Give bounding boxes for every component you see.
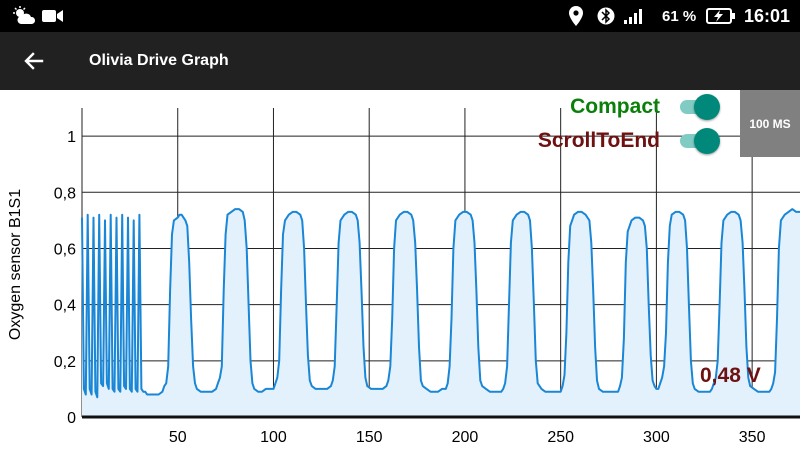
x-axis-ticks: 50 100 150 200 250 300 350 — [169, 429, 766, 446]
y-tick-label: 1 — [67, 129, 76, 146]
x-tick-label: 50 — [169, 429, 187, 446]
compact-switch[interactable] — [678, 94, 720, 120]
battery-charging-icon — [706, 0, 736, 32]
weather-sun-cloud-icon — [12, 0, 38, 32]
x-tick-label: 350 — [739, 429, 766, 446]
series-area-fill — [82, 209, 800, 417]
app-bar: Olivia Drive Graph — [0, 32, 800, 90]
sample-rate-button[interactable]: 100 MS — [740, 90, 800, 157]
switch-thumb — [694, 128, 720, 154]
x-tick-label: 100 — [260, 429, 287, 446]
x-tick-label: 150 — [356, 429, 383, 446]
video-camera-icon — [42, 0, 64, 32]
x-tick-label: 200 — [452, 429, 479, 446]
status-bar: 61 % 16:01 — [0, 0, 800, 32]
back-button[interactable] — [14, 41, 54, 81]
y-tick-label: 0,8 — [54, 185, 76, 202]
page-title: Olivia Drive Graph — [89, 52, 229, 69]
y-tick-label: 0 — [67, 410, 76, 427]
series-line — [81, 208, 800, 399]
value-readout: 0,48 V — [700, 364, 761, 387]
location-pin-icon — [568, 0, 584, 32]
y-tick-label: 0,2 — [54, 354, 76, 371]
x-tick-label: 300 — [643, 429, 670, 446]
scroll-to-end-toggle-row: ScrollToEnd — [537, 128, 720, 154]
y-tick-label: 0,6 — [54, 241, 76, 258]
arrow-left-icon — [24, 52, 44, 70]
compact-label: Compact — [570, 95, 660, 118]
y-axis-label: Oxygen sensor B1S1 — [7, 189, 24, 340]
signal-bars-icon — [624, 0, 644, 32]
sensor-chart: 50 100 150 200 250 300 350 0 0,2 0,4 0,6 0,8 1 Oxyg… — [7, 108, 800, 446]
status-time: 16:01 — [744, 5, 791, 26]
y-axis-ticks: 0 0,2 0,4 0,6 0,8 1 — [54, 129, 76, 427]
bluetooth-icon — [597, 0, 615, 32]
y-tick-label: 0,4 — [54, 298, 76, 315]
x-tick-label: 250 — [547, 429, 574, 446]
battery-percent: 61 % — [662, 7, 697, 25]
scroll-to-end-label: ScrollToEnd — [537, 129, 660, 152]
switch-thumb — [694, 94, 720, 120]
scroll-to-end-switch[interactable] — [678, 128, 720, 154]
compact-toggle-row: Compact — [570, 94, 720, 120]
